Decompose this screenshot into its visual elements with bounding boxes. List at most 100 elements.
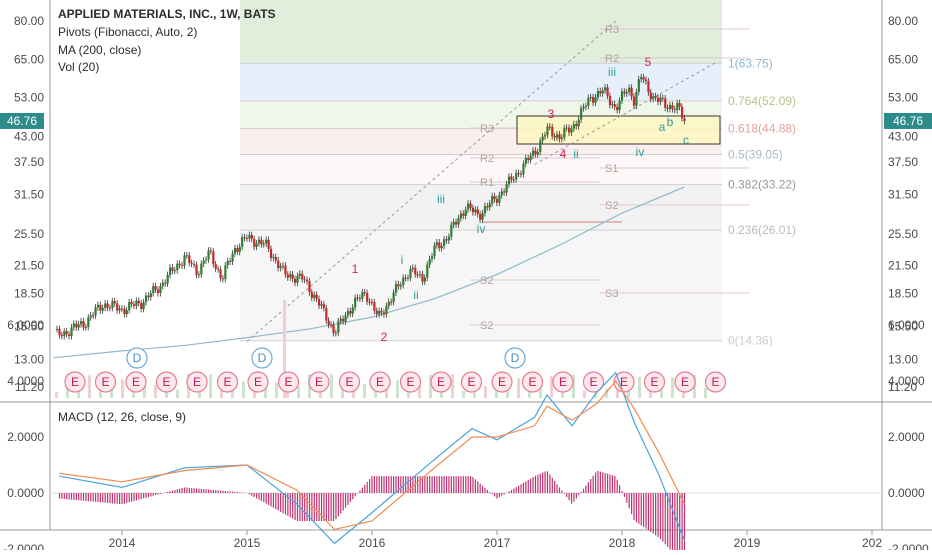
y-tick-right: 53.00: [888, 91, 918, 105]
chart-title: APPLIED MATERIALS, INC., 1W, BATS: [58, 7, 276, 21]
earnings-marker: [186, 371, 208, 393]
y-tick-left: 25.50: [14, 227, 44, 241]
volume-bar: [671, 377, 674, 398]
macd-y-tick-right: 4.0000: [888, 374, 925, 388]
highlight-box: [516, 115, 721, 145]
volume-bar: [319, 391, 322, 398]
candle-body: [116, 303, 119, 311]
candle-body: [291, 274, 294, 279]
candle-body: [322, 304, 326, 309]
y-tick-right: 15.50: [888, 320, 918, 334]
candle-body: [144, 295, 148, 303]
indicator-pivots-label[interactable]: Pivots (Fibonacci, Auto, 2): [58, 25, 198, 39]
earnings-marker: [369, 371, 391, 393]
candle-body: [361, 292, 364, 299]
volume-bar: [209, 374, 212, 398]
last-price-right: 46.76: [893, 114, 923, 128]
fib-zone-0236: [240, 230, 722, 340]
candle-body: [510, 176, 513, 180]
candle-body: [344, 315, 347, 322]
candle-body: [104, 303, 107, 308]
macd-line: [59, 371, 686, 545]
pivot-label: S2: [480, 275, 493, 287]
fib-label: 0(14.36): [728, 334, 773, 348]
macd-y-tick-left: 6.0000: [7, 318, 44, 332]
candle-body: [426, 264, 429, 278]
y-tick-left: 31.50: [14, 188, 44, 202]
candle-body: [142, 302, 145, 309]
candle-body: [447, 236, 451, 241]
candle-body: [654, 96, 657, 98]
earnings-marker: [552, 371, 574, 393]
volume-bar: [550, 375, 553, 398]
candle-body: [476, 209, 479, 215]
volume-bar-spike: [283, 300, 286, 398]
candle-body: [279, 266, 282, 268]
candle-body: [625, 92, 628, 94]
candle-body: [342, 318, 345, 322]
candle-body: [459, 213, 463, 219]
candle-body: [450, 224, 453, 237]
candle-body: [99, 304, 102, 311]
y-tick-right: 25.50: [888, 227, 918, 241]
candle-body: [257, 239, 261, 244]
candle-body: [118, 308, 121, 311]
candle-body: [445, 239, 448, 241]
candle-body: [351, 307, 354, 314]
y-tick-left: 43.00: [14, 130, 44, 144]
earnings-marker-label: E: [132, 375, 140, 389]
earnings-marker: [582, 371, 605, 393]
candle-body: [284, 265, 287, 275]
candle-body: [580, 108, 583, 120]
y-tick-right: 21.50: [888, 259, 918, 273]
fib-zone-0382: [240, 185, 722, 230]
candle-body: [63, 331, 66, 337]
earnings-marker-label: E: [681, 375, 689, 389]
wave-label-teal: i: [401, 253, 404, 267]
candle-body: [387, 301, 390, 306]
volume-bar: [462, 390, 465, 398]
candle-body: [409, 268, 412, 278]
candle-body: [130, 302, 133, 305]
macd-y-tick-left: 2.0000: [7, 430, 44, 444]
candle-body: [623, 91, 626, 94]
indicator-vol-label[interactable]: Vol (20): [58, 60, 100, 74]
candle-body: [529, 155, 532, 161]
earnings-marker-label: E: [254, 375, 262, 389]
candle-body: [435, 242, 439, 246]
y-tick-right: 13.00: [888, 352, 918, 366]
candle-body: [599, 91, 602, 94]
candle-body: [548, 126, 551, 128]
candle-body: [265, 239, 268, 244]
candle-body: [120, 308, 124, 310]
candle-body: [176, 263, 179, 271]
candle-body: [385, 305, 388, 315]
candle-body: [56, 328, 59, 330]
candle-body: [197, 274, 201, 276]
candle-body: [339, 318, 342, 322]
candle-body: [596, 91, 600, 98]
earnings-marker: [460, 371, 483, 393]
earnings-marker: [704, 371, 727, 393]
candle-body: [673, 109, 676, 111]
candle-body: [500, 191, 503, 196]
indicator-ma-label[interactable]: MA (200, close): [58, 43, 142, 57]
candle-body: [464, 209, 467, 216]
volume-bar: [77, 387, 80, 398]
earnings-marker-label: E: [376, 375, 384, 389]
candle-body: [524, 157, 527, 164]
wave-label-teal: b: [667, 115, 674, 129]
candle-body: [255, 243, 258, 247]
candle-body: [659, 97, 662, 102]
candle-body: [318, 298, 321, 306]
candle-body: [628, 87, 631, 93]
candle-body: [217, 268, 220, 270]
candle-body: [594, 97, 597, 103]
candle-body: [378, 311, 381, 315]
candle-body: [582, 106, 585, 109]
candle-body: [558, 134, 561, 139]
macd-label[interactable]: MACD (12, 26, close, 9): [58, 410, 187, 424]
candle-body: [536, 152, 539, 155]
candle-body: [75, 323, 78, 328]
candle-body: [233, 248, 237, 254]
